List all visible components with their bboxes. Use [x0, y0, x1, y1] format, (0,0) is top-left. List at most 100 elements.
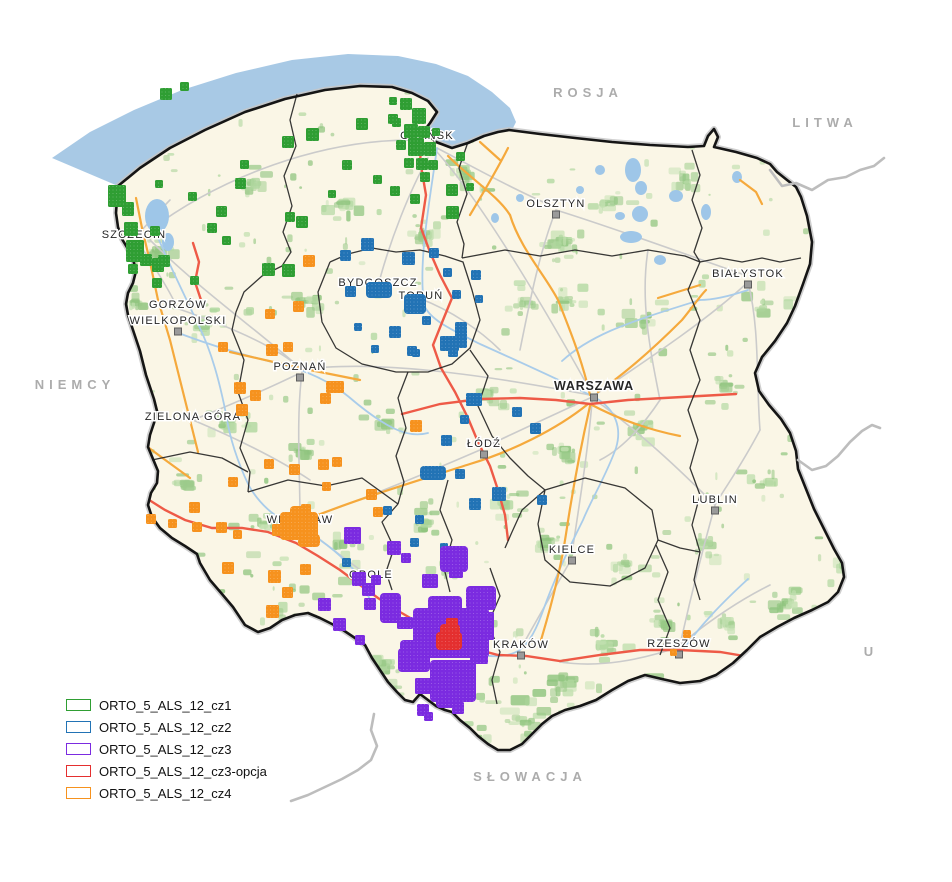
coverage-square-cz4 [293, 301, 304, 312]
coverage-square-cz3 [380, 593, 401, 623]
coverage-square-cz4 [320, 393, 331, 404]
coverage-square-cz4 [236, 404, 248, 416]
voivodeship-borders [151, 93, 802, 705]
coverage-square-cz4 [218, 342, 228, 352]
coverage-square-cz4 [268, 570, 281, 583]
coverage-square-cz3 [424, 712, 433, 721]
coverage-square-cz1 [190, 276, 199, 285]
coverage-square-cz3 [449, 566, 463, 578]
coverage-square-cz1 [282, 264, 295, 277]
basemap-layer [116, 88, 844, 750]
country-label: LITWA [792, 115, 857, 130]
coverage-square-cz1 [420, 172, 430, 182]
legend-item-cz3_opcja[interactable]: ORTO_5_ALS_12_cz3-opcja [66, 764, 267, 779]
coverage-square-cz1 [262, 263, 275, 276]
city-marker [568, 556, 576, 565]
coverage-square-cz1 [235, 178, 246, 189]
coverage-square-cz4 [300, 564, 311, 575]
coverage-square-cz1 [428, 160, 438, 170]
coverage-square-cz4 [216, 522, 227, 533]
coverage-square-cz1 [155, 180, 163, 188]
coverage-square-cz4 [670, 649, 677, 656]
coverage-square-cz4 [189, 502, 200, 513]
legend-label: ORTO_5_ALS_12_cz4 [99, 785, 232, 801]
coverage-square-cz3 [397, 617, 413, 629]
coverage-square-cz3 [362, 583, 375, 596]
coverage-square-cz4 [283, 342, 293, 352]
country-labels: ROSJA LITWA NIEMCY SŁOWACJA U [33, 84, 874, 786]
poland-border [114, 84, 846, 752]
foreign-borders [289, 156, 886, 803]
coverage-square-cz1 [128, 264, 138, 274]
country-label: ROSJA [553, 85, 623, 100]
coverage-square-cz4 [289, 464, 300, 475]
city-marker [517, 651, 525, 660]
coverage-square-cz4 [266, 605, 279, 618]
city-label: BIAŁYSTOK [712, 268, 784, 280]
city-label: ŁÓDŹ [467, 437, 501, 450]
coverage-square-cz4 [290, 506, 310, 518]
coverage-square-cz1 [296, 216, 308, 228]
coverage-square-cz3 [428, 596, 462, 614]
city-label: LUBLIN [692, 494, 738, 506]
coverage-square-cz1 [396, 140, 406, 150]
coverage-square-cz1 [222, 236, 231, 245]
city-label: WIELKOPOLSKI [130, 315, 227, 327]
coverage-square-cz1 [207, 223, 217, 233]
coverage-square-cz1 [446, 184, 458, 196]
coverage-square-cz1 [390, 186, 400, 196]
legend-label: ORTO_5_ALS_12_cz1 [99, 697, 232, 713]
coverage-square-cz2 [404, 294, 426, 314]
legend-swatch-cz1 [66, 699, 91, 711]
marker-layer-cz3_opcja [436, 618, 462, 650]
coverage-square-cz4 [318, 459, 329, 470]
coverage-square-cz1 [158, 255, 170, 267]
legend-item-cz2[interactable]: ORTO_5_ALS_12_cz2 [66, 720, 267, 735]
coverage-square-cz4 [266, 344, 278, 356]
coverage-square-cz4 [280, 512, 318, 540]
coverage-square-cz1 [188, 192, 197, 201]
coverage-square-cz2 [420, 466, 446, 480]
coverage-square-cz2 [441, 435, 452, 446]
marker-layer-cz4 [146, 255, 691, 656]
coverage-square-cz1 [408, 138, 424, 156]
coverage-square-cz4 [222, 562, 234, 574]
coverage-square-cz1 [432, 128, 440, 136]
legend-swatch-cz3 [66, 743, 91, 755]
coverage-square-cz3 [364, 598, 376, 610]
coverage-square-cz2 [492, 487, 506, 501]
legend-item-cz1[interactable]: ORTO_5_ALS_12_cz1 [66, 697, 267, 713]
coverage-square-cz3 [387, 541, 401, 555]
coverage-square-cz2 [455, 469, 465, 479]
coverage-square-cz2 [475, 295, 483, 303]
city-marker [711, 506, 719, 515]
coverage-square-cz1 [282, 136, 294, 148]
coverage-square-cz1 [412, 108, 426, 124]
coverage-square-cz4 [250, 390, 261, 401]
coverage-square-cz1 [306, 128, 319, 141]
marker-layer-cz1 [108, 82, 474, 288]
coverage-square-cz3 [355, 635, 365, 645]
city-label: RZESZÓW [647, 637, 710, 650]
coverage-square-cz1 [418, 126, 430, 138]
coverage-square-cz3 [440, 546, 468, 572]
map-legend: ORTO_5_ALS_12_cz1 ORTO_5_ALS_12_cz2 ORTO_5… [66, 698, 267, 808]
coverage-square-cz1 [400, 98, 412, 110]
coverage-square-cz2 [402, 252, 415, 265]
coverage-square-cz2 [342, 558, 351, 567]
coverage-square-cz4 [234, 382, 246, 394]
legend-item-cz3[interactable]: ORTO_5_ALS_12_cz3 [66, 742, 267, 757]
coverage-square-cz2 [383, 506, 392, 515]
coverage-square-cz1 [466, 183, 474, 191]
coverage-square-cz2 [460, 415, 469, 424]
coverage-square-cz2 [530, 423, 541, 434]
coverage-square-cz3 [401, 553, 411, 563]
coverage-square-cz4 [192, 522, 202, 532]
city-label: POZNAŃ [273, 360, 326, 373]
coverage-square-cz1 [180, 82, 189, 91]
city-marker [552, 210, 560, 219]
coverage-square-cz1 [122, 202, 134, 216]
legend-item-cz4[interactable]: ORTO_5_ALS_12_cz4 [66, 785, 267, 801]
